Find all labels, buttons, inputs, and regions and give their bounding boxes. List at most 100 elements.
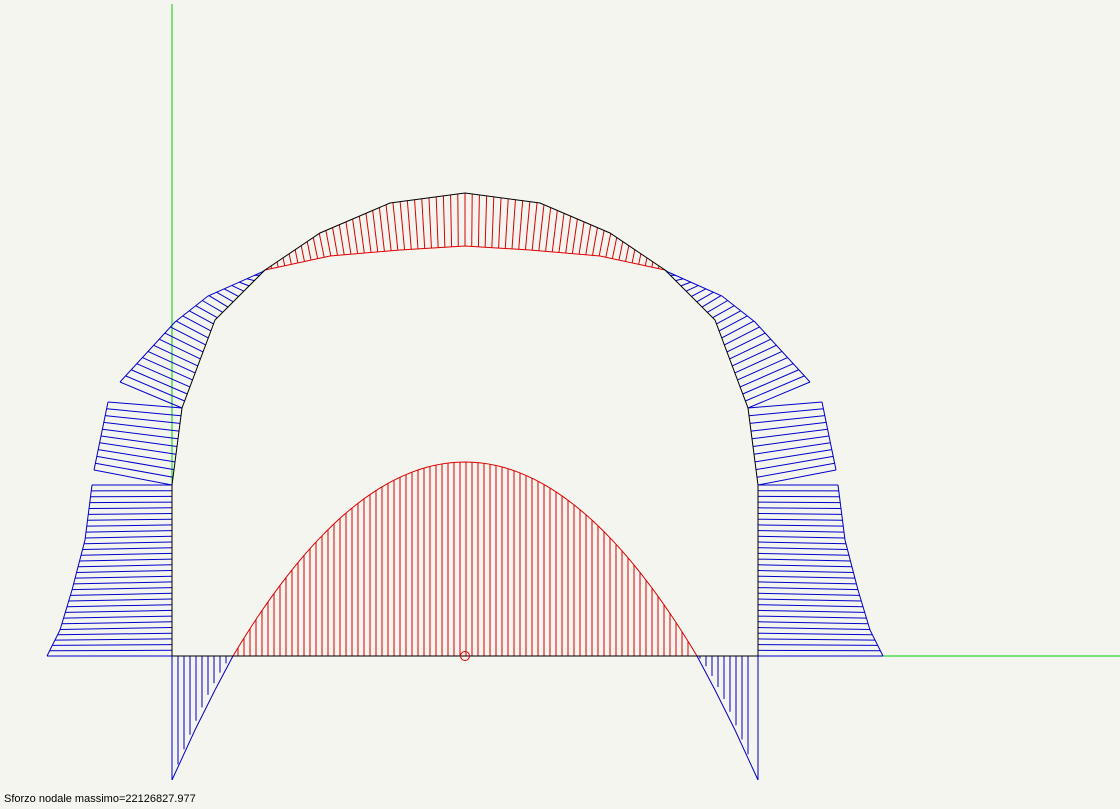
left-wall-stress-diagram	[46, 401, 183, 657]
right-haunch-stress-diagram	[664, 269, 811, 409]
left-wall-hatch-line	[72, 587, 173, 591]
crown-hatch-line	[558, 213, 565, 253]
right-haunch-hatch-line	[726, 332, 766, 353]
left-wall-hatch-line	[79, 558, 173, 562]
right-haunch-hatch-line	[718, 315, 748, 332]
left-lower-haunch-hatch-line	[100, 435, 178, 447]
right-wall-hatch-line	[757, 501, 841, 504]
right-haunch-hatch-line	[742, 369, 799, 395]
left-wall-hatch-line	[54, 638, 173, 641]
invert-left-tail-envelope	[171, 655, 234, 781]
crown-hatch-line	[392, 202, 399, 251]
left-haunch-hatch-line	[159, 338, 201, 360]
left-haunch-stress-diagram	[119, 269, 266, 409]
left-wall-hatch-line	[70, 592, 173, 596]
crown-hatch-line	[551, 210, 558, 252]
right-wall-stress-diagram	[747, 401, 884, 657]
invert-positive-stress-diagram	[232, 461, 698, 657]
left-wall-hatch-line	[87, 518, 173, 521]
crown-hatch-line	[638, 253, 642, 265]
right-wall-envelope	[837, 484, 884, 657]
left-wall-hatch-line	[88, 513, 173, 515]
right-wall-hatch-line	[757, 644, 878, 646]
crown-hatch-line	[618, 241, 624, 261]
crown-hatch-line	[578, 221, 585, 255]
left-haunch-hatch-line	[195, 305, 218, 319]
right-haunch-hatch-line	[729, 338, 771, 360]
crown-hatch-line	[585, 224, 592, 255]
right-lower-haunch-hatch-line	[754, 449, 832, 463]
crown-hatch-line	[288, 253, 292, 265]
right-wall-hatch-line	[757, 518, 843, 521]
right-wall-hatch-line	[757, 547, 848, 550]
right-haunch-hatch-line	[734, 350, 783, 374]
right-wall-hatch-line	[757, 598, 862, 602]
left-lower-haunch-hatch-line	[102, 428, 179, 440]
crown-hatch-line	[372, 210, 379, 252]
right-lower-haunch-hatch-line	[756, 462, 835, 478]
left-haunch-hatch-line	[170, 326, 206, 346]
left-lower-haunch-hatch-line	[103, 421, 180, 432]
left-haunch-hatch-line	[223, 288, 239, 297]
left-lower-haunch-hatch-line	[98, 449, 176, 463]
crown-hatch-line	[545, 207, 552, 252]
crown-hatch-line	[318, 233, 325, 258]
right-wall-hatch-line	[757, 621, 869, 625]
left-haunch-hatch-line	[189, 310, 214, 325]
crown-hatch-line	[442, 195, 446, 248]
left-haunch-hatch-line	[153, 344, 198, 367]
right-wall-hatch-line	[757, 564, 852, 568]
crown-hatch-line	[399, 201, 406, 250]
right-wall-hatch-line	[757, 592, 860, 596]
right-haunch-hatch-line	[685, 285, 699, 292]
origin-node-marker	[460, 651, 470, 661]
right-wall-hatch-line	[757, 558, 851, 562]
crown-hatch-line	[491, 196, 495, 248]
invert-parabola-envelope	[232, 461, 698, 657]
left-wall-hatch-line	[89, 501, 173, 504]
left-haunch-hatch-line	[164, 332, 204, 353]
right-wall-hatch-line	[757, 575, 855, 579]
right-wall-hatch-line	[757, 604, 864, 608]
right-haunch-hatch-line	[732, 344, 777, 367]
right-lower-haunch-hatch-line	[755, 455, 834, 471]
right-haunch-hatch-line	[721, 320, 755, 339]
left-wall-hatch-line	[81, 552, 173, 556]
left-wall-hatch-line	[57, 632, 173, 636]
crown-hatch-line	[306, 241, 312, 261]
left-wall-hatch-line	[85, 535, 173, 539]
left-haunch-hatch-line	[136, 363, 191, 388]
right-lower-haunch-hatch-line	[757, 469, 837, 486]
right-wall-hatch-line	[757, 581, 857, 585]
left-lower-haunch-hatch-line	[99, 442, 177, 455]
right-haunch-hatch-line	[745, 375, 805, 402]
left-wall-hatch-line	[68, 598, 173, 602]
crown-hatch-line	[477, 194, 480, 247]
crown-hatch-line	[338, 224, 345, 255]
right-wall-hatch-line	[757, 535, 845, 539]
right-wall-hatch-line	[757, 541, 846, 545]
invert-negative-stress-diagram	[171, 655, 759, 781]
crown-hatch-line	[484, 195, 488, 248]
crown-hatch-line	[276, 261, 279, 268]
crown-hatch-line	[365, 213, 372, 253]
crown-hatch-line	[644, 257, 648, 266]
right-wall-hatch-line	[757, 524, 844, 527]
left-haunch-hatch-line	[182, 315, 212, 332]
left-wall-hatch-line	[61, 621, 173, 625]
left-lower-haunch-hatch-line	[105, 415, 181, 424]
crown-hatch-line	[651, 261, 654, 268]
left-haunch-hatch-line	[147, 350, 196, 374]
right-haunch-hatch-line	[716, 310, 741, 325]
right-haunch-hatch-line	[691, 288, 707, 297]
crown-hatch-line	[282, 257, 286, 266]
right-haunch-hatch-line	[707, 300, 728, 313]
left-lower-haunch-hatch-line	[107, 401, 183, 409]
left-lower-haunch-hatch-line	[96, 455, 175, 471]
right-wall-hatch-line	[757, 587, 858, 591]
status-bar-text: Sforzo nodale massimo=22126827.977	[4, 793, 196, 805]
left-haunch-envelope	[119, 271, 263, 383]
crown-hatch-line	[421, 198, 426, 249]
crown-hatch-line	[358, 216, 365, 254]
